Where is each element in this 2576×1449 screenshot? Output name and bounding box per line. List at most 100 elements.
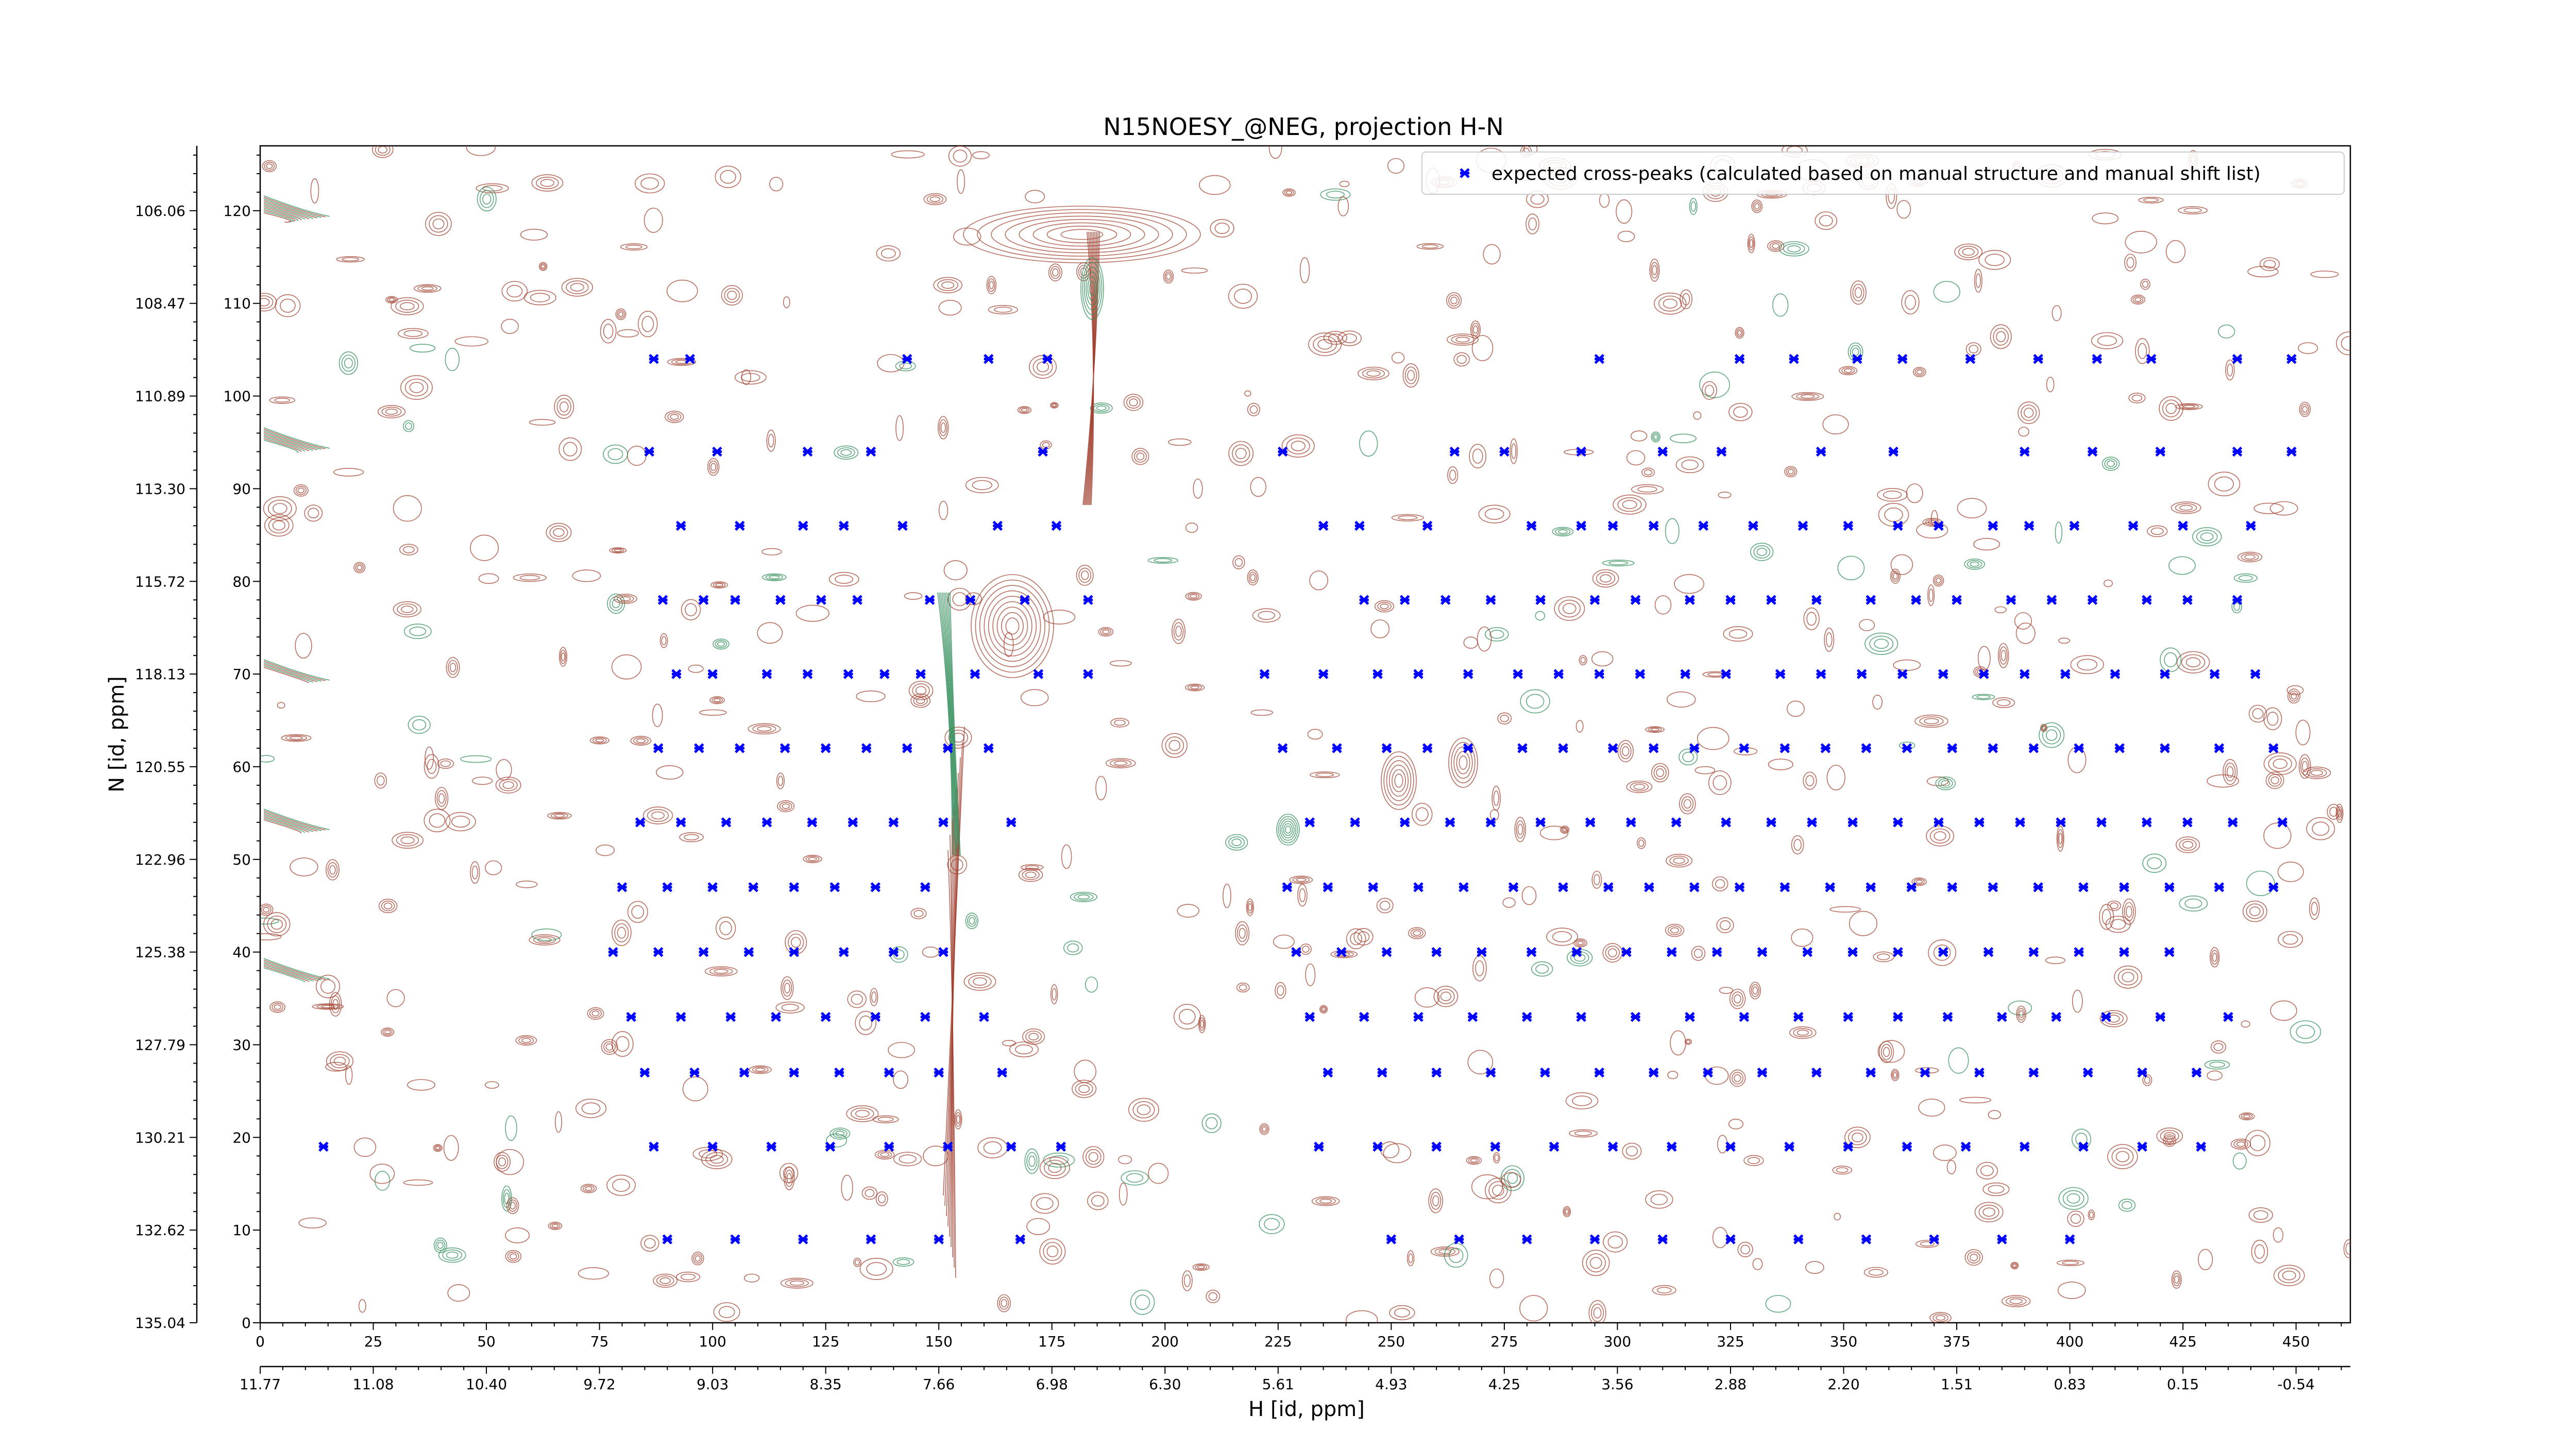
contour-ring [2176,836,2200,853]
cross-peak-marker [626,1012,636,1022]
cross-peak-marker [1780,882,1790,892]
contour-ring [1025,1031,1042,1043]
contour-ring [926,195,944,204]
contour-ring [779,1162,799,1184]
contour-ring [518,1036,534,1044]
contour-ring [1123,394,1144,411]
contour-streak [263,812,322,831]
contour-ring [427,759,437,774]
cross-peak-marker [2223,1012,2233,1022]
contour-ring [1292,877,1310,883]
contour-ring [1914,368,1925,376]
contour-ring [2273,1227,2284,1243]
contour-ring [601,1039,618,1055]
contour-ring [1934,576,1943,585]
contour-ring [2253,502,2284,514]
contour-ring [1411,803,1433,826]
contour-ring [409,382,424,393]
cross-peak-marker [934,1067,944,1078]
y-axis-ppm: 135.04132.62130.21127.79125.38122.96120.… [135,146,198,1332]
cross-peak-marker [1748,520,1758,531]
cross-peak-marker [1848,947,1858,957]
contour-ring [1430,1191,1442,1210]
contour-ring [2072,989,2083,1013]
contour-ring [755,1067,766,1072]
x-index-tick-label: 275 [1490,1333,1518,1350]
contour-ring [2107,460,2115,467]
cross-peak-marker [1350,817,1360,828]
contour-ring [2282,1270,2296,1280]
contour-ring [1994,606,2007,614]
contour-ring [1471,335,1494,361]
contour-ring [378,899,398,914]
cross-peak-marker [662,1234,673,1244]
contour-ring [1114,719,1126,726]
cross-peak-marker [671,669,682,679]
cross-peak-marker [649,1141,659,1152]
contour-ring [408,716,431,734]
cross-peak-marker [825,1141,836,1152]
contour-ring [1030,1193,1059,1214]
contour-ring [1967,1251,1981,1264]
contour-streak [263,429,326,449]
contour-streak [263,208,298,221]
contour-ring [2011,1262,2018,1269]
contour-ring [2270,1000,2297,1021]
cross-peak-marker [1906,882,1917,892]
contour-ring [1641,467,1655,477]
x-index-tick-label: 50 [477,1333,496,1350]
cross-peak-marker [721,817,732,828]
contour-ring [506,1197,519,1215]
contour-ring [1278,816,1298,844]
contour-ring [1783,243,1805,255]
contour-ring [1670,927,1680,934]
cross-peak-marker [1558,882,1568,892]
contour-ring [2163,1132,2176,1140]
contour-ring [1024,1148,1040,1174]
contour-ring [1337,196,1349,216]
contour-ring [1039,1156,1070,1179]
contour-ring [938,500,948,520]
contour-ring [550,1223,561,1229]
contour-ring [1892,1070,1899,1080]
chart-title: N15NOESY_@NEG, projection H-N [1103,113,1503,141]
contour-ring [1832,1166,1852,1175]
y-ppm-tick-label: 135.04 [135,1315,185,1332]
contour-ring [791,937,801,948]
contour-ring [1913,879,1925,885]
contour-ring [688,664,704,673]
contour-ring [1964,1249,1983,1266]
contour-ring [496,759,512,781]
y-index-tick-label: 20 [232,1129,251,1146]
contour-ring [1437,988,1455,1004]
contour-ring [591,1010,600,1017]
contour-ring [607,448,623,461]
contour-ring [1805,775,1815,786]
contour-ring [1974,268,1982,293]
contour-ring [1228,441,1254,466]
contour-ring [675,1271,701,1283]
contour-ring [636,738,646,744]
contour-ring [498,1157,506,1167]
contour-ring [449,663,456,672]
contour-ring [434,787,449,810]
contour-ring [403,420,415,432]
contour-ring [1132,1101,1155,1119]
contour-ring [547,812,572,820]
contour-ring [719,921,732,935]
contour-ring [381,900,395,912]
contour-ring [260,298,270,307]
contour-ring [1797,1030,1809,1036]
legend: expected cross-peaks (calculated based o… [1421,151,2345,195]
contour-ring [1477,626,1492,652]
contour-ring [2014,612,2032,630]
contour-ring [280,298,296,313]
contour-ring [1719,987,1733,994]
contour-ring [681,599,701,620]
cross-peak-marker [1323,1067,1333,1078]
contour-ring [781,1003,799,1012]
contour-ring [1319,1005,1328,1014]
contour-ring [1315,772,1334,777]
contour-ring [423,808,451,833]
